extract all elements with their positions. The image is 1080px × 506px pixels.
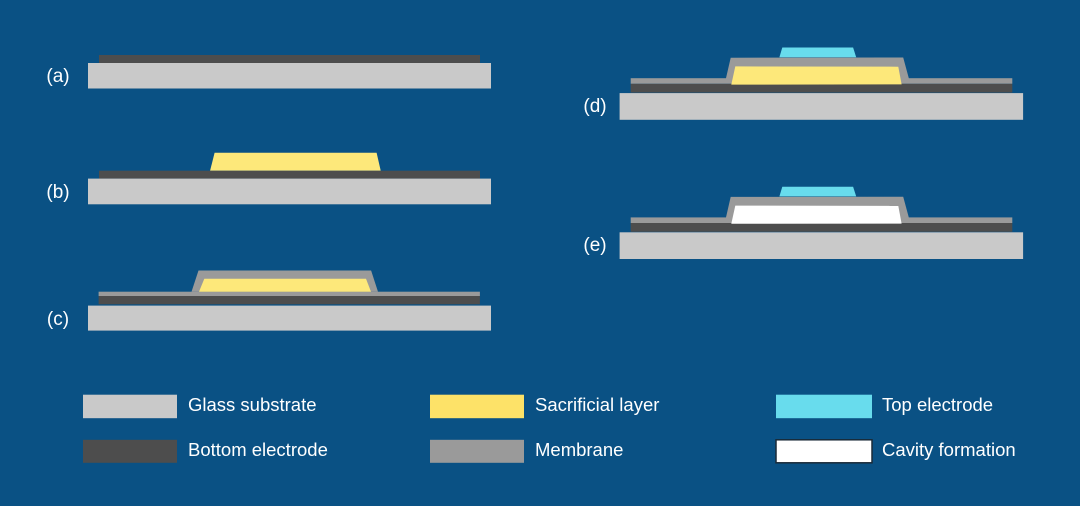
svg-text:Glass substrate: Glass substrate <box>188 394 317 415</box>
svg-text:(b): (b) <box>46 182 69 203</box>
svg-text:(c): (c) <box>47 309 69 330</box>
svg-text:Top electrode: Top electrode <box>882 394 993 415</box>
svg-text:Cavity formation: Cavity formation <box>882 439 1016 460</box>
svg-text:Sacrificial layer: Sacrificial layer <box>535 394 659 415</box>
svg-text:(d): (d) <box>583 96 606 117</box>
svg-text:(a): (a) <box>46 66 69 87</box>
svg-text:Membrane: Membrane <box>535 439 623 460</box>
svg-text:Bottom electrode: Bottom electrode <box>188 439 328 460</box>
svg-text:(e): (e) <box>583 235 606 256</box>
